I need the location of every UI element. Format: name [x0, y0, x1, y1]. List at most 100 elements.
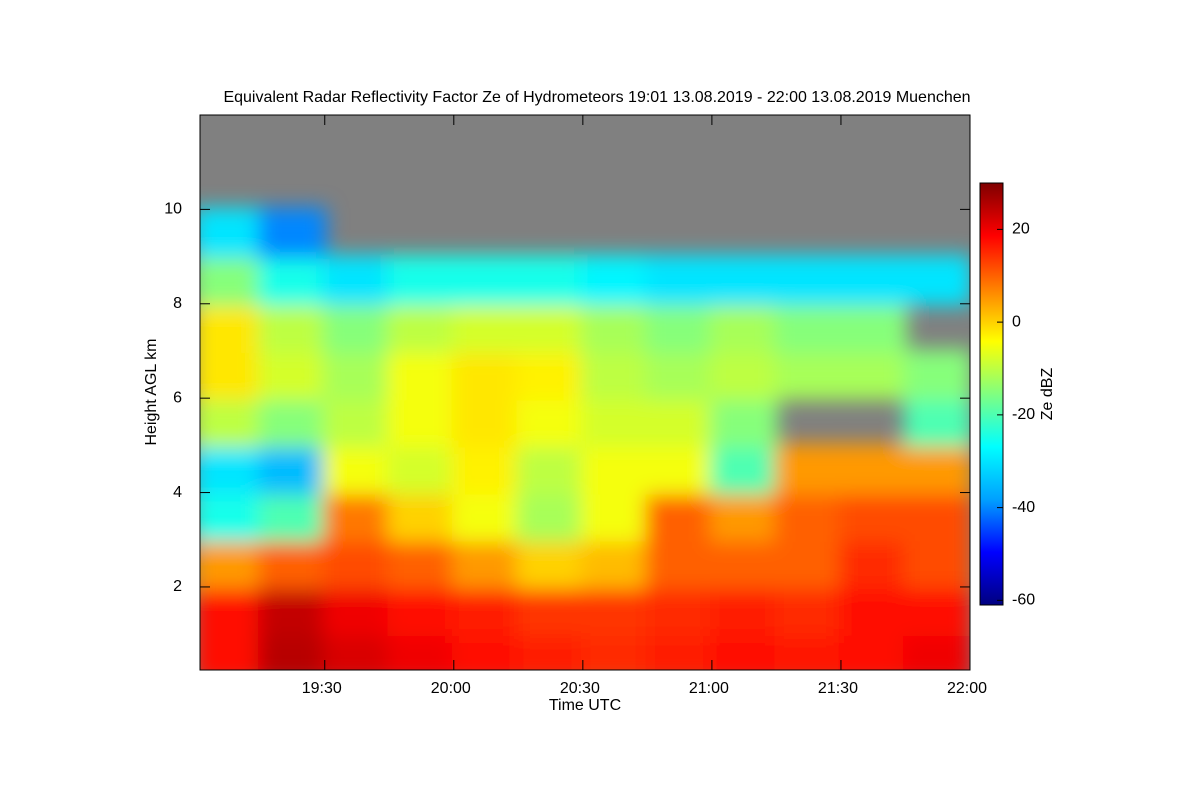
heatmap-cell [838, 348, 908, 401]
heatmap-cell [709, 254, 779, 306]
heatmap-cell [451, 396, 521, 448]
heatmap-cell [838, 443, 908, 495]
heatmap-cell [645, 632, 714, 670]
heatmap-cell [516, 254, 585, 306]
heatmap-cell [903, 396, 970, 448]
heatmap-cell [258, 396, 327, 448]
heatmap-cell [200, 396, 263, 448]
heatmap-cell [200, 584, 263, 637]
heatmap-cell [903, 632, 970, 670]
heatmap-cell [451, 537, 521, 589]
heatmap-cell [838, 584, 908, 637]
x-tick-label: 21:00 [689, 680, 729, 697]
x-tick-label: 22:00 [947, 680, 987, 697]
heatmap-cell [387, 584, 456, 637]
heatmap [200, 207, 970, 670]
heatmap-cell [709, 396, 779, 448]
heatmap-cell [451, 443, 521, 495]
heatmap-cell [580, 396, 650, 448]
heatmap-cell [903, 254, 970, 306]
heatmap-cell [774, 632, 843, 670]
heatmap-cell [709, 537, 779, 589]
colorbar [979, 182, 1004, 606]
heatmap-cell [903, 490, 970, 542]
heatmap-cell [200, 537, 263, 589]
y-tick-label: 10 [164, 201, 182, 218]
heatmap-cell [645, 396, 714, 448]
heatmap-cell [258, 584, 327, 637]
heatmap-cell [516, 632, 585, 670]
heatmap-cell [451, 490, 521, 542]
heatmap-cell [774, 348, 843, 401]
heatmap-cell [200, 632, 263, 670]
heatmap-cell [258, 632, 327, 670]
heatmap-cell [838, 301, 908, 353]
heatmap-cell [645, 584, 714, 637]
heatmap-cell [838, 632, 908, 670]
heatmap-cell [580, 490, 650, 542]
heatmap-cell [838, 254, 908, 306]
heatmap-cell [580, 584, 650, 637]
heatmap-cell [322, 537, 392, 589]
colorbar-tick-label: -40 [1012, 499, 1035, 516]
heatmap-cell [451, 254, 521, 306]
heatmap-cell [774, 301, 843, 353]
heatmap-cell [322, 584, 392, 637]
heatmap-cell [516, 537, 585, 589]
heatmap-cell [709, 443, 779, 495]
heatmap-cell [387, 490, 456, 542]
heatmap-cell [200, 207, 263, 259]
heatmap-cell [322, 254, 392, 306]
y-tick-label: 8 [173, 295, 182, 312]
heatmap-cell [774, 443, 843, 495]
colorbar-tick-label: -20 [1012, 406, 1035, 423]
heatmap-cell [774, 490, 843, 542]
heatmap-cell [322, 490, 392, 542]
heatmap-cell [903, 348, 970, 401]
heatmap-cell [200, 490, 263, 542]
heatmap-cell [838, 490, 908, 542]
heatmap-cell [258, 207, 327, 259]
heatmap-cell [838, 537, 908, 589]
heatmap-cell [903, 537, 970, 589]
heatmap-cell [516, 348, 585, 401]
heatmap-cell [387, 396, 456, 448]
heatmap-cell [322, 301, 392, 353]
heatmap-cell [387, 348, 456, 401]
heatmap-cell [258, 490, 327, 542]
heatmap-cell [387, 254, 456, 306]
heatmap-cell [258, 301, 327, 353]
y-tick-label: 4 [173, 484, 182, 501]
heatmap-cell [200, 301, 263, 353]
heatmap-cell [200, 348, 263, 401]
x-tick-label: 19:30 [302, 680, 342, 697]
heatmap-cell [451, 584, 521, 637]
heatmap-cell [903, 443, 970, 495]
heatmap-cell [387, 632, 456, 670]
colorbar-tick-label: 0 [1012, 313, 1021, 330]
heatmap-cell [258, 348, 327, 401]
heatmap-cell [451, 301, 521, 353]
y-tick-label: 6 [173, 389, 182, 406]
y-tick-label: 2 [173, 578, 182, 595]
heatmap-cell [322, 443, 392, 495]
colorbar-label: Ze dBZ [1039, 368, 1056, 421]
colorbar-tick-label: 20 [1012, 221, 1030, 238]
heatmap-cell [516, 443, 585, 495]
heatmap-cell [200, 254, 263, 306]
x-tick-label: 20:30 [560, 680, 600, 697]
heatmap-cell [709, 632, 779, 670]
heatmap-cell [580, 348, 650, 401]
x-tick-label: 21:30 [818, 680, 858, 697]
heatmap-cell [387, 537, 456, 589]
heatmap-cell [709, 584, 779, 637]
heatmap-cell [516, 490, 585, 542]
heatmap-cell [322, 348, 392, 401]
x-axis-label: Time UTC [549, 697, 621, 714]
heatmap-cell [451, 348, 521, 401]
heatmap-cell [645, 301, 714, 353]
heatmap-cell [258, 254, 327, 306]
chart-title: Equivalent Radar Reflectivity Factor Ze … [223, 89, 970, 106]
heatmap-cell [645, 443, 714, 495]
